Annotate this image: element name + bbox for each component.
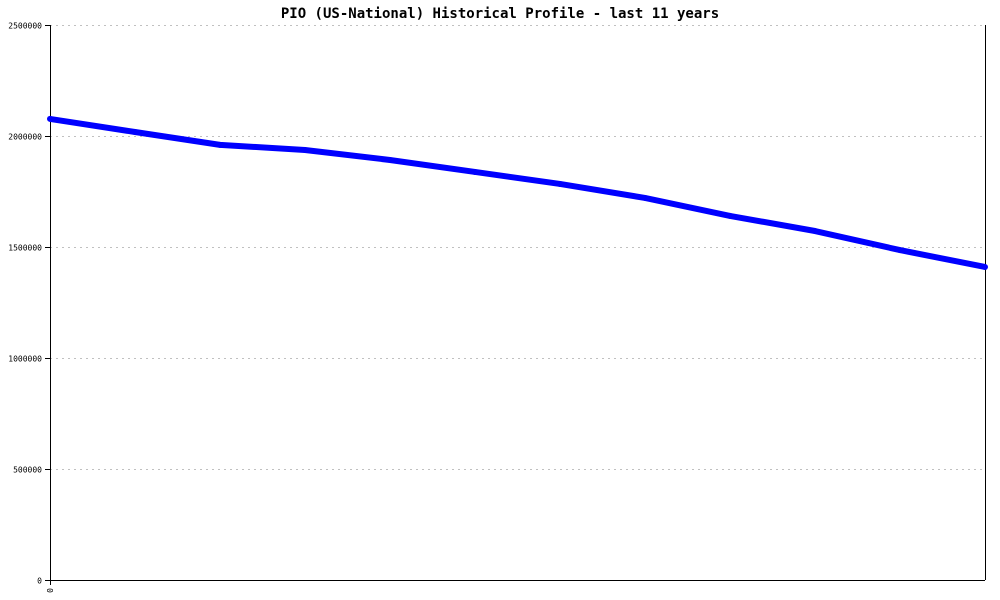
data-point	[642, 194, 648, 201]
data-point	[47, 115, 53, 122]
data-point	[982, 263, 988, 270]
chart-title: PIO (US-National) Historical Profile - l…	[281, 6, 719, 22]
data-point	[812, 228, 818, 235]
data-point	[387, 156, 393, 163]
x-tick-label: 0	[46, 588, 55, 593]
data-point	[302, 146, 308, 153]
y-tick-label: 1000000	[8, 355, 42, 364]
data-point	[217, 141, 223, 148]
data-point	[557, 180, 563, 187]
data-point	[897, 247, 903, 254]
y-tick-label: 1500000	[8, 244, 42, 253]
y-tick-label: 2000000	[8, 133, 42, 142]
y-tick-label: 2500000	[8, 22, 42, 31]
series-line-pio	[49, 115, 986, 270]
data-point	[727, 212, 733, 219]
data-point	[132, 129, 138, 136]
y-tick-label: 500000	[13, 466, 42, 475]
data-point	[472, 168, 478, 175]
y-tick-label: 0	[37, 577, 42, 586]
